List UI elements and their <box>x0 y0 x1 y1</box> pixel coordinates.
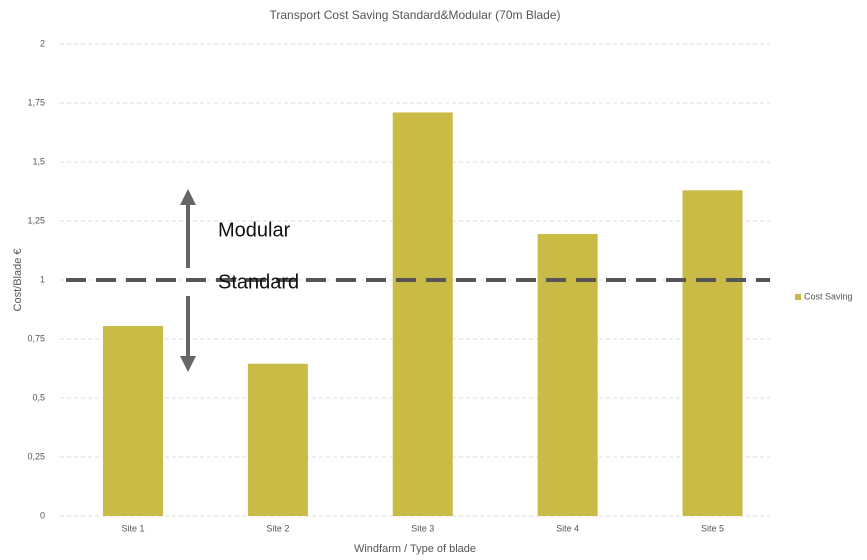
x-tick-label: Site 2 <box>266 523 289 533</box>
legend-swatch <box>795 294 801 300</box>
bar <box>537 233 598 517</box>
overlay: Cost Saving <box>66 278 853 301</box>
x-tick-label: Site 4 <box>556 523 579 533</box>
y-tick-label: 0,75 <box>27 333 45 343</box>
y-tick-label: 0 <box>40 510 45 520</box>
x-tick-label: Site 1 <box>121 523 144 533</box>
annotation: Modular <box>218 219 291 241</box>
chart-title: Transport Cost Saving Standard&Modular (… <box>269 8 560 22</box>
y-tick-label: 1,25 <box>27 215 45 225</box>
x-tick-label: Site 5 <box>701 523 724 533</box>
x-axis-label: Windfarm / Type of blade <box>354 543 476 555</box>
bar <box>103 326 163 516</box>
bar <box>682 190 743 516</box>
y-tick-label: 0,5 <box>32 392 45 402</box>
bars <box>103 112 743 517</box>
y-tick-label: 2 <box>40 38 45 48</box>
legend-label: Cost Saving <box>804 291 853 301</box>
annotation: Standard <box>218 271 299 293</box>
y-tick-label: 1,5 <box>32 156 45 166</box>
bar <box>392 112 453 516</box>
y-tick-label: 0,25 <box>27 451 45 461</box>
x-tick-label: Site 3 <box>411 523 434 533</box>
bar <box>247 363 308 516</box>
y-axis-label: Cost/Blade € <box>12 249 24 312</box>
y-tick-label: 1 <box>40 274 45 284</box>
y-tick-label: 1,75 <box>27 97 45 107</box>
